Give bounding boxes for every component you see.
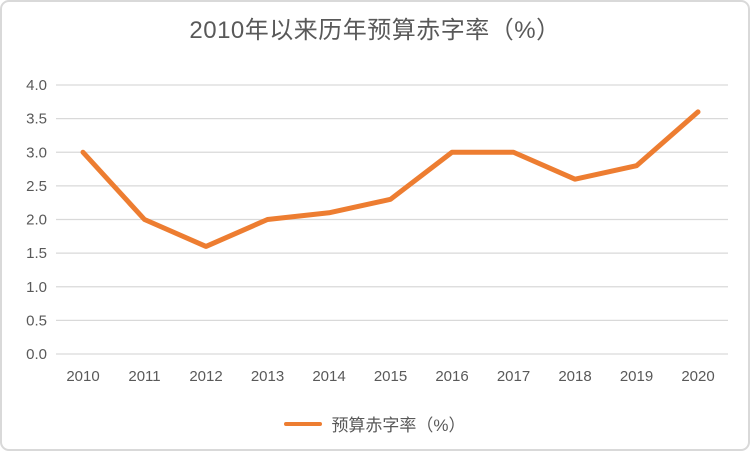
- y-tick-label: 0.5: [26, 312, 47, 329]
- x-tick-label: 2013: [251, 368, 284, 385]
- chart-legend: 预算赤字率（%）: [2, 411, 748, 436]
- y-tick-label: 2.0: [26, 212, 47, 229]
- x-tick-label: 2017: [497, 368, 530, 385]
- y-tick-label: 3.0: [26, 144, 47, 161]
- x-tick-label: 2016: [435, 368, 468, 385]
- y-tick-label: 2.5: [26, 178, 47, 195]
- y-tick-label: 4.0: [26, 77, 47, 94]
- series-line: [80, 109, 701, 249]
- x-tick-label: 2012: [189, 368, 222, 385]
- x-tick-label: 2019: [620, 368, 653, 385]
- y-tick-label: 1.5: [26, 245, 47, 262]
- chart-title: 2010年以来历年预算赤字率（%）: [189, 17, 561, 44]
- x-tick-label: 2011: [128, 368, 160, 385]
- x-tick-label: 2014: [312, 368, 345, 385]
- x-tick-label: 2020: [681, 368, 714, 385]
- y-tick-label: 1.0: [26, 279, 47, 296]
- y-tick-label: 0.0: [26, 346, 47, 363]
- x-tick-label: 2018: [558, 368, 591, 385]
- legend-series-label: 预算赤字率（%）: [331, 416, 466, 435]
- legend-line-swatch: [284, 421, 323, 426]
- x-tick-label: 2015: [374, 368, 407, 385]
- x-tick-label: 2010: [66, 368, 99, 385]
- y-tick-label: 3.5: [26, 111, 47, 128]
